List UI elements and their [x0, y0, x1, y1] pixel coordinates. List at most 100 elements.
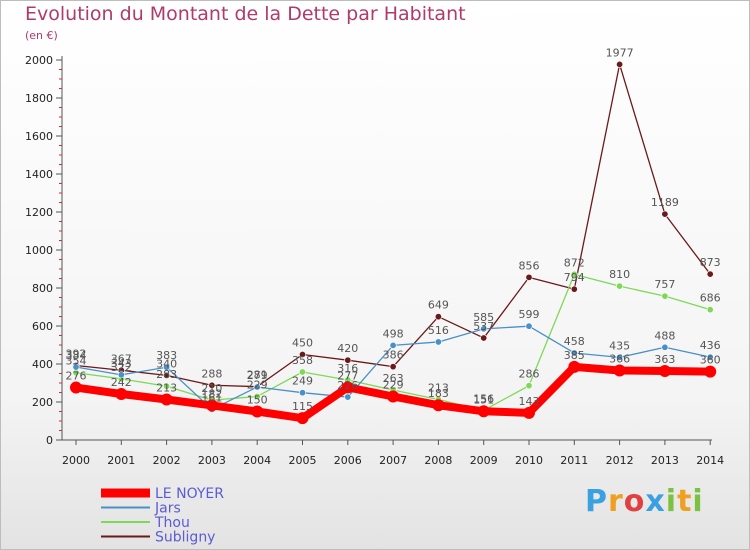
data-point: [704, 365, 717, 378]
data-label: 150: [247, 394, 268, 407]
data-point: [298, 350, 306, 358]
data-label: 182: [201, 387, 222, 400]
brand-logo: Proxiti: [585, 484, 704, 519]
data-label: 872: [564, 256, 585, 269]
y-tick-label: 600: [32, 320, 53, 333]
data-label: 363: [654, 353, 675, 366]
legend-label: Jars: [154, 501, 181, 517]
data-label: 856: [519, 259, 540, 272]
data-point: [251, 405, 264, 418]
data-label: 366: [609, 352, 630, 365]
data-point: [163, 382, 171, 390]
data-point: [525, 273, 533, 281]
data-point: [70, 381, 82, 394]
series-layer: [70, 60, 717, 425]
data-point: [706, 270, 714, 278]
series-jars: [72, 322, 714, 413]
data-point: [434, 338, 442, 346]
data-point: [296, 412, 309, 425]
data-point: [661, 210, 669, 218]
data-label: 436: [700, 339, 721, 352]
data-label: 1189: [651, 196, 679, 209]
data-point: [616, 353, 624, 361]
x-tick-label: 2013: [651, 454, 679, 467]
axes: 0 200 400 600 800 1000 1200 1400 1600 1800 2000 200…: [25, 54, 724, 467]
data-label: 210: [201, 382, 222, 395]
data-label: 794: [564, 271, 585, 284]
data-point: [661, 343, 669, 351]
brand-letter: t: [677, 484, 693, 519]
data-label: 360: [700, 354, 721, 367]
x-tick-label: 2007: [379, 454, 407, 467]
x-tick-label: 2000: [62, 454, 90, 467]
legend-label: Thou: [154, 515, 190, 531]
data-point: [480, 334, 488, 342]
data-point: [477, 405, 490, 418]
y-tick-label: 1400: [25, 168, 53, 181]
data-label: 392: [66, 348, 87, 361]
data-label: 585: [473, 311, 494, 324]
legend-label: Subligny: [155, 530, 215, 546]
brand-letter: i: [665, 484, 678, 519]
data-point: [616, 282, 624, 290]
data-label: 488: [654, 329, 675, 342]
data-label: 649: [428, 299, 449, 312]
data-label: 213: [428, 382, 449, 395]
data-label: 599: [519, 308, 540, 321]
data-label: 229: [383, 378, 404, 391]
x-tick-label: 2014: [696, 454, 724, 467]
data-label: 242: [111, 376, 132, 389]
data-label: 322: [111, 361, 132, 374]
data-point: [613, 364, 626, 377]
data-point: [253, 383, 261, 391]
y-tick-label: 0: [46, 434, 53, 447]
data-point: [298, 389, 306, 397]
data-label: 383: [156, 349, 177, 362]
data-label: 354: [66, 355, 87, 368]
data-label: 288: [201, 367, 222, 380]
data-point: [570, 349, 578, 357]
brand-letter: o: [623, 484, 646, 519]
data-label: 226: [337, 379, 358, 392]
data-point: [344, 356, 352, 364]
data-point: [115, 388, 128, 401]
data-point: [163, 363, 171, 371]
legend-label: LE NOYER: [155, 486, 224, 502]
x-tick-label: 2002: [153, 454, 181, 467]
data-label: 450: [292, 337, 313, 350]
data-label: 213: [156, 382, 177, 395]
series-le-noyer: [70, 360, 717, 425]
y-tick-label: 1600: [25, 130, 53, 143]
x-tick-label: 2010: [515, 454, 543, 467]
y-tick-label: 1200: [25, 206, 53, 219]
brand-letter: x: [645, 484, 666, 519]
data-point: [525, 382, 533, 390]
data-label: 156: [473, 392, 494, 405]
data-label: 367: [111, 352, 132, 365]
chart-unit: (en €): [25, 29, 58, 42]
data-point: [658, 365, 671, 378]
data-label: 276: [66, 370, 87, 383]
x-tick-label: 2005: [289, 454, 317, 467]
data-point: [706, 306, 714, 314]
data-label: 279: [247, 369, 268, 382]
data-label: 151: [473, 393, 494, 406]
y-tick-label: 400: [32, 358, 53, 371]
brand-letter: i: [692, 484, 704, 519]
data-label: 143: [519, 395, 540, 408]
data-label: 283: [156, 368, 177, 381]
data-point: [523, 406, 535, 419]
data-point: [163, 371, 171, 379]
y-tick-label: 2000: [25, 54, 53, 67]
data-label: 498: [383, 327, 404, 340]
data-label: 115: [292, 400, 313, 413]
data-label: 263: [383, 372, 404, 385]
data-point: [387, 390, 400, 403]
data-point: [389, 341, 397, 349]
y-tick-label: 800: [32, 282, 53, 295]
data-labels: 392 367 340 288 281 450 420 386 649 537 856 794 1977…: [66, 46, 721, 413]
data-label: 384: [66, 349, 87, 362]
x-tick-label: 2006: [334, 454, 362, 467]
data-point: [208, 381, 216, 389]
